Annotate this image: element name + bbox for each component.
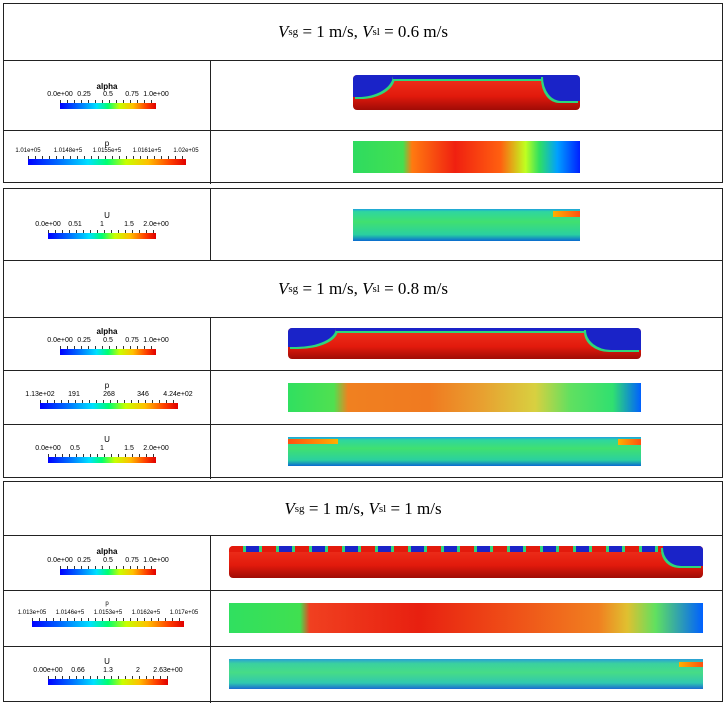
p-legend-3: p 1.013e+05 1.0146e+5 1.0153e+5 1.0162e+5 1.…	[4, 591, 210, 646]
vsl-symbol: V	[362, 22, 373, 41]
vsg-symbol: V	[284, 498, 295, 518]
p-pipe-1	[353, 141, 580, 173]
p-row-1: p 1.01e+05 1.0148e+5 1.0155e+5 1.0161e+5 1.0…	[4, 131, 722, 184]
p-pipe-3	[229, 603, 703, 633]
vsl-symbol: V	[362, 279, 373, 298]
U-row-1: U 0.0e+00 0.51 1 1.5 2.0e+00	[4, 189, 722, 261]
U-pipe-2	[288, 437, 641, 466]
U-row-2: U 0.0e+00 0.5 1 1.5 2.0e+00	[4, 425, 722, 479]
vsg-symbol: V	[278, 22, 289, 41]
alpha-pipe-1	[353, 75, 580, 110]
alpha-row-1: alpha 0.0e+00 0.25 0.5 0.75 1.0e+00	[4, 60, 722, 131]
colorbar	[28, 159, 186, 165]
alpha-legend-3: alpha 0.0e+00 0.25 0.5 0.75 1.0e+00	[4, 535, 210, 590]
p-pipe-2	[288, 383, 641, 412]
U-legend-2: U 0.0e+00 0.5 1 1.5 2.0e+00	[4, 425, 210, 479]
U-legend-1: U 0.0e+00 0.51 1 1.5 2.0e+00	[4, 189, 210, 260]
alpha-row-2: alpha 0.0e+00 0.25 0.5 0.75 1.0e+00	[4, 317, 722, 371]
vsl-value: = 0.8 m/s	[379, 279, 448, 298]
legend-title: p	[104, 381, 110, 390]
legend-title: alpha	[96, 327, 118, 336]
vsl-subscript: sl	[378, 502, 387, 515]
vsg-subscript: sg	[288, 283, 299, 295]
legend-title: U	[104, 211, 110, 220]
vsl-value: = 1 m/s	[386, 498, 442, 518]
colorbar	[60, 103, 156, 109]
legend-title: U	[104, 435, 110, 444]
vsg-subscript: sg	[288, 26, 299, 38]
vsg-symbol: V	[278, 279, 289, 298]
vsg-value: = 1 m/s,	[304, 498, 369, 518]
p-legend-1: p 1.01e+05 1.0148e+5 1.0155e+5 1.0161e+5 1.0…	[4, 131, 210, 184]
colorbar	[48, 457, 156, 463]
U-row-3: U 0.00e+00 0.66 1.3 2 2.63e+00	[4, 647, 722, 703]
vsg-value: = 1 m/s,	[298, 279, 363, 298]
alpha-pipe-2	[288, 328, 641, 359]
alpha-legend-2: alpha 0.0e+00 0.25 0.5 0.75 1.0e+00	[4, 317, 210, 370]
vsg-subscript: sg	[294, 502, 305, 515]
colorbar	[48, 233, 156, 239]
vsg-value: = 1 m/s,	[298, 22, 363, 41]
alpha-row-3: alpha 0.0e+00 0.25 0.5 0.75 1.0e+00	[4, 535, 722, 591]
legend-title: alpha	[96, 82, 118, 91]
vsl-subscript: sl	[372, 283, 380, 295]
alpha-legend-1: alpha 0.0e+00 0.25 0.5 0.75 1.0e+00	[4, 60, 210, 130]
legend-title: p	[105, 601, 109, 607]
colorbar	[48, 679, 168, 685]
vsl-symbol: V	[368, 498, 379, 518]
vsl-subscript: sl	[372, 26, 380, 38]
colorbar	[60, 349, 156, 355]
alpha-pipe-3	[229, 546, 703, 578]
p-row-3: p 1.013e+05 1.0146e+5 1.0153e+5 1.0162e+5 1.…	[4, 591, 722, 647]
U-legend-3: U 0.00e+00 0.66 1.3 2 2.63e+00	[4, 647, 210, 703]
colorbar	[32, 621, 184, 627]
p-legend-2: p 1.13e+02 191 268 346 4.24e+02	[4, 371, 210, 424]
U-pipe-1	[353, 209, 580, 241]
legend-title: alpha	[96, 547, 118, 556]
colorbar	[40, 403, 178, 409]
p-row-2: p 1.13e+02 191 268 346 4.24e+02	[4, 371, 722, 425]
vsl-value: = 0.6 m/s	[379, 22, 448, 41]
legend-title: U	[104, 657, 110, 666]
U-pipe-3	[229, 659, 703, 689]
colorbar	[60, 569, 156, 575]
legend-title: p	[104, 139, 110, 148]
